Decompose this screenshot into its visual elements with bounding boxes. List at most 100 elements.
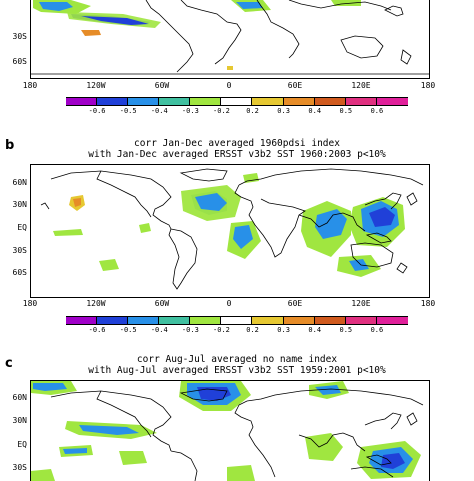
panel-c: c corr Aug-Jul averaged no name index wi… xyxy=(0,346,474,481)
panel-a-map xyxy=(30,0,430,79)
panel-b-blue-south-indian xyxy=(349,259,369,271)
panel-a-lon-label: 120W xyxy=(86,81,106,90)
panel-b-map-svg xyxy=(40,168,424,290)
colorbar-swatch xyxy=(128,97,160,106)
panel-c-coastlines xyxy=(50,388,424,481)
colorbar-swatch xyxy=(283,316,315,325)
panel-b-darkblue-west-pacific xyxy=(369,207,395,227)
panel-b-colorbar xyxy=(66,316,408,325)
colorbar-tick-label: -0.4 xyxy=(150,326,168,334)
panel-c-blue-pacific-band xyxy=(79,425,139,435)
panel-b-lat-label: 30N xyxy=(12,200,27,209)
panel-a-lon-label: 60E xyxy=(287,81,303,90)
panel-b-lon-label: 180 xyxy=(420,299,436,308)
panel-b-title-line1: corr Jan-Dec averaged 1960pdsi index xyxy=(134,138,340,149)
panel-a-map-svg xyxy=(31,0,429,75)
colorbar-tick-label: 0.5 xyxy=(339,107,353,115)
colorbar-swatch xyxy=(221,97,253,106)
panel-a-blue-core xyxy=(81,16,149,25)
panel-c-green-pacific-mid xyxy=(119,451,147,465)
colorbar-swatch xyxy=(97,316,129,325)
panel-a-orange-patch xyxy=(81,30,101,36)
colorbar-tick-label: 0.4 xyxy=(308,326,322,334)
colorbar-swatch xyxy=(376,97,408,106)
panel-c-blue-eq-pacific xyxy=(63,448,87,454)
panel-b-green-north-atlantic-small xyxy=(243,173,259,183)
panel-c-darkblue-west-pacific xyxy=(381,453,405,469)
panel-b-letter: b xyxy=(5,138,15,153)
panel-c-blue-east xyxy=(315,385,341,395)
colorbar-swatch xyxy=(128,316,160,325)
colorbar-tick-label: -0.6 xyxy=(88,107,106,115)
colorbar-tick-label: -0.3 xyxy=(181,107,199,115)
panel-c-lat-label: EQ xyxy=(17,440,27,449)
panel-c-title-line1: corr Aug-Jul averaged no name index xyxy=(136,354,338,365)
panel-a-lon-label: 120E xyxy=(351,81,371,90)
colorbar-tick-label: -0.5 xyxy=(119,326,137,334)
panel-a-colorbar xyxy=(66,97,408,106)
panel-c-letter: c xyxy=(5,356,13,371)
panel-c-lat-label: 60N xyxy=(12,393,27,402)
colorbar-tick-label: 0.4 xyxy=(308,107,322,115)
colorbar-tick-label: -0.6 xyxy=(88,326,106,334)
colorbar-swatch xyxy=(159,97,191,106)
colorbar-tick-label: -0.3 xyxy=(181,326,199,334)
panel-a-lon-label: 180 xyxy=(420,81,436,90)
panel-c-green-south-atlantic xyxy=(227,465,255,481)
panel-b-blue-indian xyxy=(315,209,347,239)
colorbar-swatch xyxy=(314,316,346,325)
panel-c-lat-label: 30N xyxy=(12,416,27,425)
panel-a-lon-label: 0 xyxy=(226,81,232,90)
panel-a-blue-patch-north-pacific xyxy=(39,2,73,11)
panel-b-green-eq-pacific xyxy=(53,229,83,236)
panel-b-lat-label: 30S xyxy=(12,246,27,255)
panel-b-title-line2: with Jan-Dec averaged ERSST v3b2 SST 196… xyxy=(88,149,386,160)
panel-b-lon-label: 0 xyxy=(226,299,232,308)
colorbar-swatch xyxy=(221,316,253,325)
panel-b-lon-label: 60E xyxy=(287,299,303,308)
colorbar-tick-label: 0.3 xyxy=(277,326,290,334)
panel-b-lon-label: 60W xyxy=(154,299,170,308)
colorbar-tick-label: 0.2 xyxy=(246,326,259,334)
panel-c-title-line2: with Aug-Jul averaged ERSST v3b2 SST 195… xyxy=(88,365,386,376)
panel-b: b corr Jan-Dec averaged 1960pdsi index w… xyxy=(0,136,474,338)
panel-a-lat-label: 30S xyxy=(12,32,27,41)
panel-b-lat-label: EQ xyxy=(17,223,27,232)
panel-c-map xyxy=(30,380,430,481)
colorbar-tick-label: -0.5 xyxy=(119,107,137,115)
panel-a-orange-small xyxy=(227,66,233,70)
colorbar-tick-label: -0.4 xyxy=(150,107,168,115)
panel-b-map xyxy=(30,164,430,298)
colorbar-swatch xyxy=(314,97,346,106)
colorbar-swatch xyxy=(159,316,191,325)
panel-a-lon-label: 180 xyxy=(22,81,38,90)
colorbar-swatch xyxy=(97,97,129,106)
panel-c-green-indian xyxy=(305,433,343,461)
colorbar-swatch xyxy=(190,97,222,106)
panel-b-lat-label: 60N xyxy=(12,178,27,187)
colorbar-swatch xyxy=(190,316,222,325)
panel-b-coastlines xyxy=(40,168,424,290)
colorbar-tick-label: -0.2 xyxy=(213,326,230,334)
panel-b-lon-label: 120W xyxy=(86,299,106,308)
panel-a-lon-label: 60W xyxy=(154,81,170,90)
colorbar-swatch xyxy=(66,316,98,325)
panel-c-blue-north-pacific xyxy=(33,383,67,391)
colorbar-swatch xyxy=(345,97,377,106)
colorbar-tick-label: -0.2 xyxy=(213,107,230,115)
panel-b-lon-label: 180 xyxy=(22,299,38,308)
colorbar-swatch xyxy=(252,97,284,106)
colorbar-tick-label: 0.5 xyxy=(339,326,353,334)
colorbar-swatch xyxy=(376,316,408,325)
panel-b-lon-label: 120E xyxy=(351,299,371,308)
panel-b-lat-label: 60S xyxy=(12,268,27,277)
panel-b-green-southeast-pacific xyxy=(99,259,119,271)
colorbar-swatch xyxy=(252,316,284,325)
colorbar-tick-label: 0.6 xyxy=(370,326,384,334)
panel-a-lat-label: 60S xyxy=(12,57,27,66)
colorbar-swatch xyxy=(66,97,98,106)
panel-c-green-south-pacific xyxy=(31,469,55,481)
panel-a: 30S 60S 180 120W 60W 0 60E 120E 180 -0.6… xyxy=(0,0,474,118)
colorbar-tick-label: 0.3 xyxy=(277,107,290,115)
panel-b-blue-south-atlantic xyxy=(233,225,253,249)
